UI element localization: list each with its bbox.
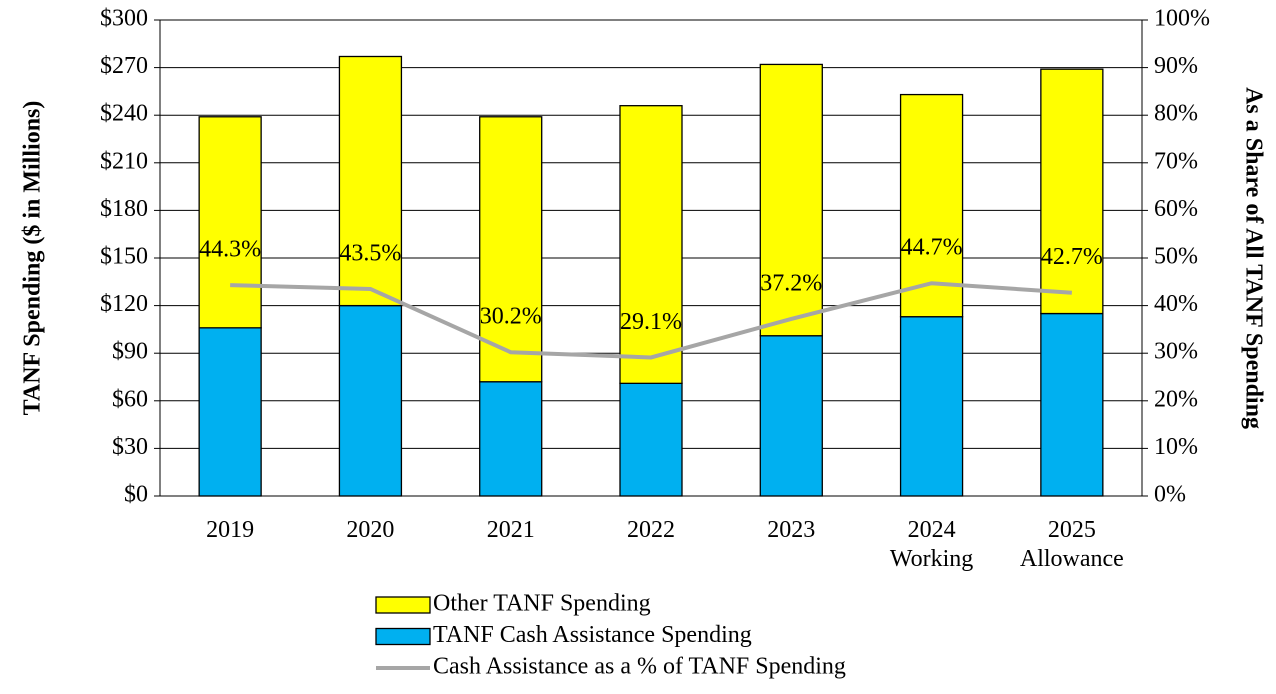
legend-label: Cash Assistance as a % of TANF Spending (433, 654, 846, 680)
x-tick-label: 2024 Working (889, 517, 974, 572)
x-tick-label: 2020 (346, 517, 395, 543)
bar (479, 116, 543, 383)
y-tick-label: $300 (100, 6, 148, 32)
legend-label: TANF Cash Assistance Spending (433, 622, 752, 648)
y-tick-label: $210 (100, 148, 148, 174)
legend-swatch (375, 596, 431, 614)
bar (619, 105, 683, 384)
y-tick-label: $150 (100, 244, 148, 270)
bar (338, 304, 403, 497)
y-tick-label: $180 (100, 196, 148, 222)
bar (198, 116, 262, 329)
y2-tick-label: 70% (1154, 148, 1198, 174)
y2-tick-label: 100% (1154, 6, 1210, 32)
data-label: 30.2% (480, 304, 542, 330)
y2-axis-title: As a Share of All TANF Spending (1240, 87, 1266, 429)
bar (619, 382, 683, 497)
y-tick-label: $120 (100, 291, 148, 317)
x-tick-label: 2021 (486, 517, 535, 543)
y-tick-label: $270 (100, 53, 148, 79)
line (230, 281, 1072, 360)
bar (1040, 68, 1104, 315)
x-tick-label: 2022 (627, 517, 675, 543)
x-tick-label: 2025 Allowance (1019, 517, 1124, 572)
x-tick-label: 2019 (206, 517, 255, 543)
legend-swatch (375, 627, 431, 646)
bar (759, 63, 823, 337)
data-label: 44.3% (199, 237, 261, 263)
y2-tick-label: 80% (1154, 101, 1198, 127)
bar (759, 335, 823, 497)
y2-tick-label: 10% (1154, 434, 1198, 460)
data-label: 44.7% (901, 235, 963, 261)
y-tick-label: $90 (112, 339, 148, 365)
data-label: 43.5% (339, 240, 401, 266)
y-tick-label: $0 (124, 482, 148, 508)
bar (198, 327, 262, 497)
data-label: 42.7% (1041, 244, 1103, 270)
y2-tick-label: 90% (1154, 53, 1198, 79)
y2-tick-label: 30% (1154, 339, 1198, 365)
bar (899, 93, 964, 318)
y2-tick-label: 20% (1154, 386, 1198, 412)
y-axis-title: TANF Spending ($ in Millions) (20, 101, 46, 416)
x-tick-label: 2023 (767, 517, 816, 543)
y2-tick-label: 50% (1154, 244, 1198, 270)
bar (479, 381, 543, 497)
bar (899, 316, 964, 497)
y2-tick-label: 40% (1154, 291, 1198, 317)
y2-tick-label: 60% (1154, 196, 1198, 222)
bar (338, 55, 403, 307)
y-tick-label: $60 (112, 386, 148, 412)
data-label: 37.2% (760, 270, 822, 296)
y-tick-label: $30 (112, 434, 148, 460)
legend-label: Other TANF Spending (433, 591, 651, 617)
data-label: 29.1% (620, 309, 682, 335)
y2-tick-label: 0% (1154, 482, 1186, 508)
bar (1040, 312, 1104, 497)
y-tick-label: $240 (100, 101, 148, 127)
